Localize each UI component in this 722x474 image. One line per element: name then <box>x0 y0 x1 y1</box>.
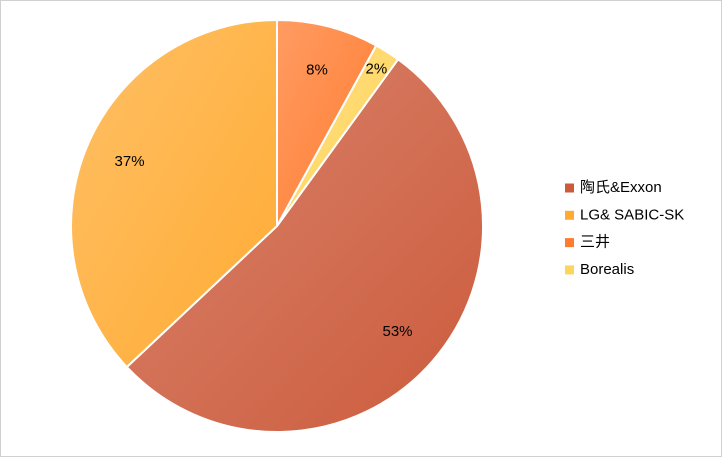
data-label: 37% <box>115 153 145 170</box>
legend-swatch <box>565 183 574 193</box>
legend-swatch <box>565 265 574 275</box>
data-label: 8% <box>306 61 328 78</box>
data-label: 2% <box>365 60 387 77</box>
legend-swatch <box>565 238 574 248</box>
pie-slice <box>276 44 400 227</box>
pie-slice <box>125 57 484 433</box>
legend-label: 三井 <box>580 234 610 251</box>
pie-slice <box>276 18 378 227</box>
legend-label: Borealis <box>580 261 634 278</box>
legend: 陶氏&Exxon LG& SABIC-SK 三井 Borealis <box>565 179 684 278</box>
legend-label: LG& SABIC-SK <box>580 206 684 223</box>
pie-slice <box>70 18 278 369</box>
data-label: 53% <box>383 323 413 340</box>
legend-swatch <box>565 210 574 220</box>
legend-label: 陶氏&Exxon <box>580 179 662 196</box>
pie: 53% 37% 8% 2% <box>70 18 484 433</box>
